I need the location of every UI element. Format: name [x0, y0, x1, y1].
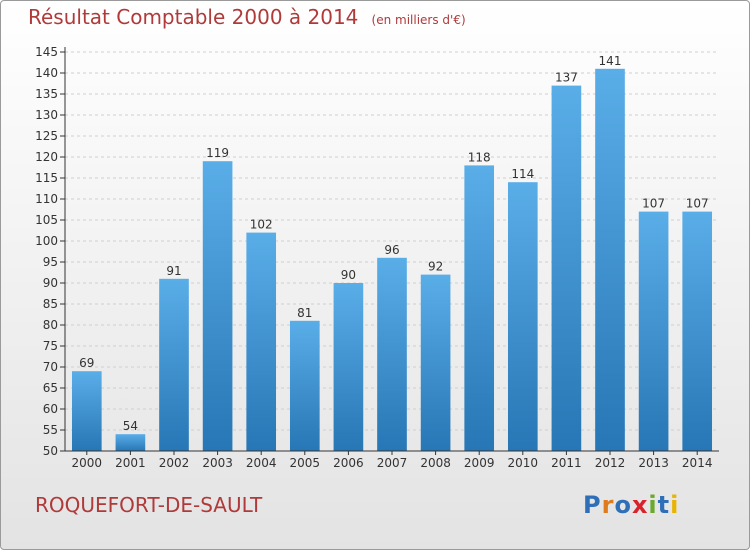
data-label-2003: 119 — [206, 146, 229, 160]
data-label-2007: 96 — [384, 243, 399, 257]
chart-title-block: Résultat Comptable 2000 à 2014 (en milli… — [28, 5, 466, 29]
y-tick-label: 65 — [43, 381, 58, 395]
y-tick-label: 95 — [43, 255, 58, 269]
proxiti-logo: Proxiti — [583, 491, 680, 519]
bar-2002 — [159, 278, 189, 451]
y-tick-label: 60 — [43, 402, 58, 416]
x-tick-label-2010: 2010 — [508, 456, 539, 470]
y-tick-label: 50 — [43, 444, 58, 458]
data-label-2012: 141 — [599, 54, 622, 68]
y-tick-label: 120 — [35, 150, 58, 164]
x-tick-label-2009: 2009 — [464, 456, 495, 470]
x-tick-label-2011: 2011 — [551, 456, 582, 470]
bar-2006 — [333, 283, 364, 451]
chart-unit-note: (en milliers d'€) — [371, 13, 466, 27]
data-label-2008: 92 — [428, 260, 443, 274]
data-label-2005: 81 — [297, 306, 312, 320]
x-tick-label-2003: 2003 — [202, 456, 233, 470]
y-tick-label: 55 — [43, 423, 58, 437]
bar-2012 — [595, 68, 625, 452]
bar-2004 — [246, 232, 277, 451]
x-tick-label-2002: 2002 — [159, 456, 190, 470]
y-tick-label: 105 — [35, 213, 58, 227]
bar-2005 — [289, 320, 320, 451]
bar-2001 — [115, 434, 146, 451]
x-tick-label-2008: 2008 — [420, 456, 451, 470]
y-tick-label: 85 — [43, 297, 58, 311]
y-tick-label: 140 — [35, 66, 58, 80]
data-label-2000: 69 — [79, 356, 94, 370]
y-tick-label: 125 — [35, 129, 58, 143]
bar-2011 — [551, 85, 582, 451]
x-tick-label-2013: 2013 — [638, 456, 669, 470]
commune-name: ROQUEFORT-DE-SAULT — [35, 493, 263, 517]
y-tick-label: 100 — [35, 234, 58, 248]
y-tick-label: 145 — [35, 45, 58, 59]
y-tick-label: 80 — [43, 318, 58, 332]
y-tick-label: 110 — [35, 192, 58, 206]
data-label-2011: 137 — [555, 71, 578, 85]
data-label-2010: 114 — [511, 167, 534, 181]
data-label-2004: 102 — [250, 218, 273, 232]
bar-2000 — [71, 371, 102, 451]
bar-2014 — [682, 211, 713, 451]
chart-title: Résultat Comptable 2000 à 2014 — [28, 5, 359, 29]
bar-2007 — [377, 257, 407, 451]
x-tick-label-2007: 2007 — [377, 456, 408, 470]
x-tick-label-2004: 2004 — [246, 456, 277, 470]
y-tick-label: 70 — [43, 360, 58, 374]
x-tick-label-2005: 2005 — [290, 456, 321, 470]
x-tick-label-2001: 2001 — [115, 456, 146, 470]
bar-2003 — [202, 161, 233, 451]
y-tick-label: 135 — [35, 87, 58, 101]
y-tick-label: 130 — [35, 108, 58, 122]
bar-2008 — [420, 274, 451, 451]
data-label-2014: 107 — [686, 197, 709, 211]
bar-2009 — [464, 165, 495, 451]
y-tick-label: 90 — [43, 276, 58, 290]
data-label-2002: 91 — [166, 264, 181, 278]
data-label-2001: 54 — [123, 419, 138, 433]
data-label-2013: 107 — [642, 197, 665, 211]
bar-2013 — [638, 211, 669, 451]
x-tick-label-2014: 2014 — [682, 456, 713, 470]
y-tick-label: 115 — [35, 171, 58, 185]
x-tick-label-2012: 2012 — [595, 456, 626, 470]
x-tick-label-2006: 2006 — [333, 456, 364, 470]
y-tick-label: 75 — [43, 339, 58, 353]
data-label-2009: 118 — [468, 150, 491, 164]
bar-2010 — [507, 182, 538, 451]
data-label-2006: 90 — [341, 268, 356, 282]
x-tick-label-2000: 2000 — [72, 456, 103, 470]
